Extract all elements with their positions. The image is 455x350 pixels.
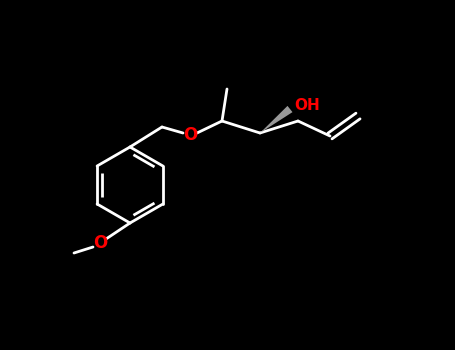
Text: OH: OH bbox=[294, 98, 320, 112]
Polygon shape bbox=[260, 106, 293, 133]
Text: O: O bbox=[183, 126, 197, 144]
Text: O: O bbox=[93, 234, 107, 252]
